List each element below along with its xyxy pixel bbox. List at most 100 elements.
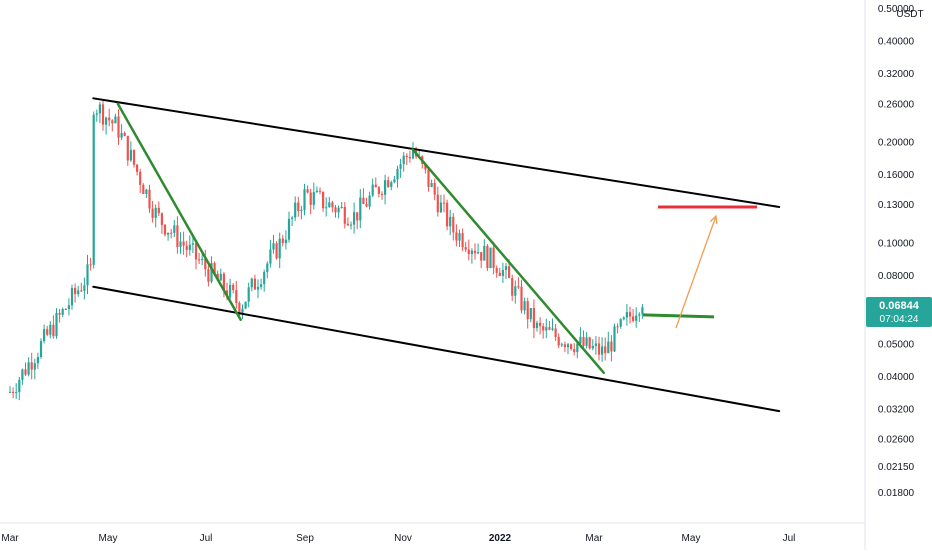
candle-body	[325, 207, 328, 209]
downtrend-line-1[interactable]	[116, 102, 242, 321]
candle-body	[30, 362, 33, 370]
price-tick-label: 0.32000	[878, 69, 915, 80]
candle-body	[359, 197, 362, 221]
candle-body	[377, 187, 380, 194]
candle-body	[8, 391, 12, 393]
candle-body	[504, 266, 508, 270]
downtrend-line-2[interactable]	[411, 148, 605, 374]
price-tick-label: 0.40000	[878, 37, 915, 48]
candle-body	[194, 243, 198, 260]
candle-body	[582, 336, 585, 346]
candle-body	[167, 232, 170, 235]
price-tick-label: 0.02150	[878, 462, 915, 473]
time-tick-label: 2022	[489, 533, 512, 544]
candle-body	[80, 290, 83, 292]
candle-body	[18, 379, 21, 393]
price-tick-label: 0.50000	[878, 4, 915, 15]
candle-body	[613, 326, 616, 352]
candle-body	[46, 329, 49, 335]
candle-body	[340, 206, 343, 208]
candle-body	[201, 258, 204, 261]
candle-body	[244, 301, 247, 309]
candle-body	[198, 259, 201, 261]
candle-body	[560, 344, 563, 346]
candle-body	[312, 192, 315, 205]
time-axis[interactable]: Mar May Jul Sep Nov 2022 Mar May Jul	[1, 533, 795, 544]
candle-body	[331, 202, 334, 208]
candle-body	[551, 328, 554, 330]
candle-body	[67, 305, 70, 310]
candle-body	[241, 308, 244, 314]
candle-body	[253, 278, 256, 290]
price-axis[interactable]: 0.50000 0.40000 0.32000 0.26000 0.20000 0.160…	[878, 4, 915, 499]
candle-body	[126, 135, 129, 161]
channel-upper-line[interactable]	[92, 97, 781, 208]
candle-body	[297, 202, 300, 212]
projection-arrow[interactable]	[675, 215, 717, 329]
candle-body	[114, 116, 117, 124]
candle-body	[123, 132, 126, 136]
candle-body	[483, 245, 486, 261]
candle-body	[449, 216, 452, 227]
channel-lower-line[interactable]	[92, 285, 781, 413]
candle-body	[591, 345, 594, 349]
candle-body	[526, 301, 529, 320]
candle-body	[628, 312, 632, 317]
candle-body	[619, 319, 622, 327]
candle-body	[61, 308, 64, 315]
candle-body	[43, 329, 46, 342]
price-tick-label: 0.26000	[878, 99, 915, 110]
candle-body	[380, 193, 384, 195]
candle-body	[523, 301, 526, 311]
candle-body	[222, 273, 225, 291]
candle-body	[632, 316, 635, 321]
candle-body	[139, 171, 142, 185]
candle-body	[188, 244, 191, 251]
candle-body	[39, 341, 43, 358]
time-tick-label: Jul	[200, 533, 213, 544]
candle-body	[405, 155, 408, 158]
candle-body	[511, 278, 514, 296]
candle-body	[349, 224, 353, 226]
candle-body	[446, 202, 449, 227]
candle-body	[554, 328, 557, 337]
time-tick-label: Sep	[296, 533, 314, 544]
candle-body	[424, 163, 427, 170]
candle-body	[489, 247, 492, 269]
time-tick-label: Mar	[1, 533, 19, 544]
support-level-line[interactable]	[642, 313, 715, 319]
candle-body	[607, 341, 610, 354]
candle-body	[318, 190, 322, 192]
candle-body	[83, 285, 86, 291]
price-tick-label: 0.10000	[878, 238, 915, 249]
candle-body	[390, 182, 393, 187]
candle-body	[594, 343, 597, 346]
price-tick-label: 0.08000	[878, 271, 915, 282]
candle-body	[86, 264, 89, 286]
candle-body	[108, 117, 111, 121]
price-tick-label: 0.02600	[878, 435, 915, 446]
candle-body	[33, 363, 36, 370]
candle-body	[145, 189, 148, 194]
candle-body	[439, 202, 442, 213]
time-tick-label: May	[99, 533, 118, 544]
candle-body	[12, 391, 15, 393]
candle-body	[514, 286, 517, 296]
candle-body	[247, 287, 250, 302]
candle-body	[21, 369, 24, 380]
candle-body	[185, 245, 188, 251]
candle-body	[452, 216, 455, 233]
price-tick-label: 0.03200	[878, 404, 915, 415]
candle-body	[467, 249, 470, 254]
last-price-value: 0.06844	[879, 300, 920, 312]
candle-body	[532, 308, 535, 329]
candle-body	[238, 302, 241, 314]
candle-body	[601, 346, 604, 355]
last-price-tag: 0.06844 07:04:24	[866, 297, 932, 327]
drawings-layer[interactable]	[92, 97, 781, 413]
candle-body	[604, 346, 607, 354]
candle-body	[160, 213, 163, 225]
candle-body	[15, 392, 18, 394]
